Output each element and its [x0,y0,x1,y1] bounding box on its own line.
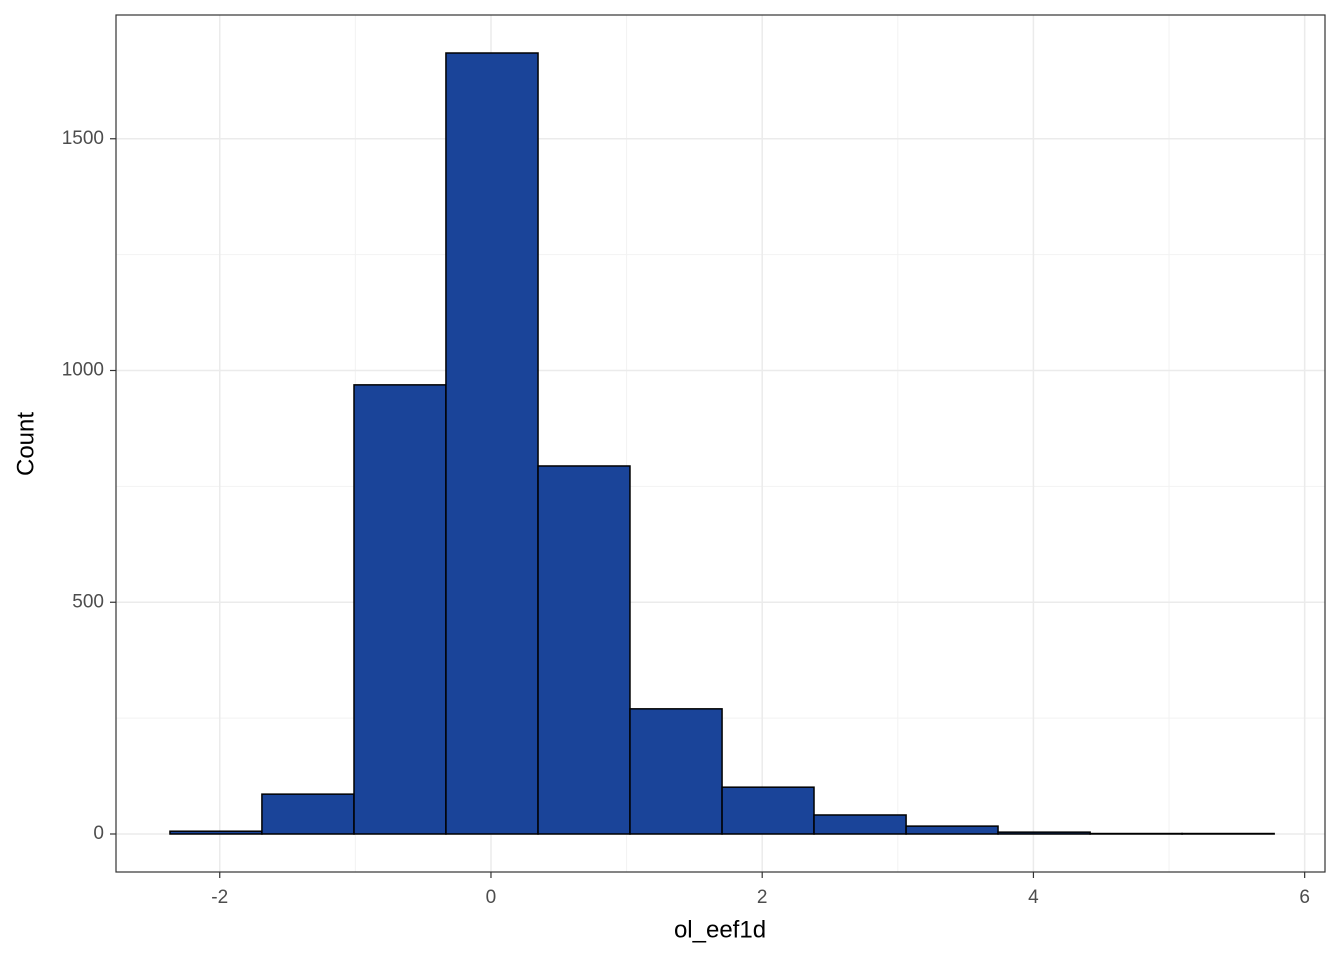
x-tick-label: 2 [757,887,768,908]
x-tick-label: -2 [211,887,228,908]
y-axis-title: Count [12,412,39,476]
bar [445,52,539,835]
bar [997,831,1091,835]
y-tick-label: 1000 [62,360,104,381]
bar [629,708,723,835]
x-tick-label: 6 [1299,887,1310,908]
bar [261,793,355,835]
x-tick-label: 0 [486,887,497,908]
panel-border [115,14,1326,873]
y-tick-label: 0 [93,823,104,844]
y-tick-label: 1500 [62,128,104,149]
x-tick-label: 4 [1028,887,1039,908]
y-tick-label: 500 [72,591,104,612]
bar [169,830,263,835]
bar [537,465,631,835]
bar [353,384,447,835]
bar [721,786,815,835]
bar [905,825,999,835]
x-axis-title: ol_eef1d [674,916,766,943]
bar [813,814,907,835]
